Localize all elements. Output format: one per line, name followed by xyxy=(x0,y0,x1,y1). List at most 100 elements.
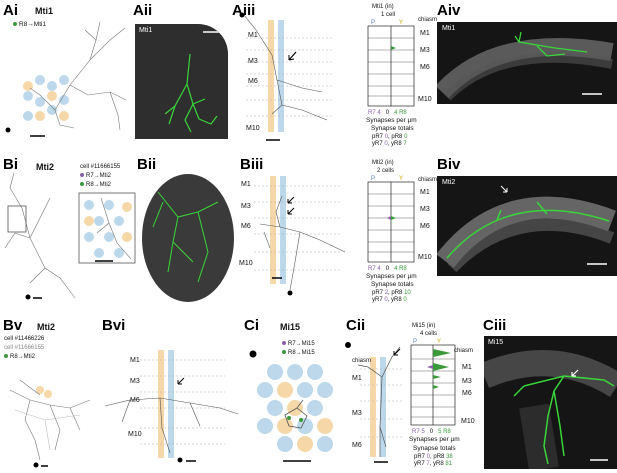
legend-r8-mti1: R8→Mti1 xyxy=(13,21,47,29)
bv-cell-1: cell #11466226 xyxy=(4,336,45,342)
biii-layer-m6: M6 xyxy=(241,223,251,230)
panel-label-bvi: Bvi xyxy=(102,317,126,334)
r7-dot-icon xyxy=(80,173,84,178)
bvi-layer-m1: M1 xyxy=(130,357,140,364)
bvi-layer-drawing xyxy=(104,350,239,463)
profile-b-title: Mti2 (in) xyxy=(372,160,394,166)
panel-label-bv: Bv xyxy=(3,317,23,334)
profile-a-unit: Synapses per µm xyxy=(366,117,417,124)
profile-c-chiasm: chiasm xyxy=(454,348,474,354)
aiii-layer-drawing xyxy=(239,12,332,141)
mi15-morphology-drawing xyxy=(249,350,333,462)
profile-b-cells: 2 cells xyxy=(377,168,395,174)
panel-label-ciii: Ciii xyxy=(483,317,507,334)
panel-label-aii: Aii xyxy=(133,2,153,19)
mti1-morphology-drawing xyxy=(5,21,127,137)
profile-a-title: Mti1 (in) xyxy=(372,4,394,10)
bvi-layer-m10: M10 xyxy=(128,431,142,438)
profile-b-unit: Synapses per µm xyxy=(366,273,417,280)
profile-b-m3: M3 xyxy=(420,206,430,213)
r8-dot-icon xyxy=(4,354,8,359)
panel-label-ai: Ai xyxy=(3,2,18,19)
r8-dot-icon xyxy=(282,350,286,355)
profile-a-m10: M10 xyxy=(418,96,432,103)
cii-layer-m1: M1 xyxy=(352,375,362,382)
legend-r7-mi15: R7→Mi15 xyxy=(282,341,315,347)
profile-a-y: Y xyxy=(399,20,404,26)
profile-c-m1: M1 xyxy=(462,364,472,371)
aii-photo-label: Mti1 xyxy=(139,27,153,34)
panel-label-bii: Bii xyxy=(137,156,157,173)
aiii-layer-m3: M3 xyxy=(248,58,258,65)
bi-inset xyxy=(78,192,136,264)
panel-label-biii: Biii xyxy=(240,156,264,173)
profile-b-m10: M10 xyxy=(418,254,432,261)
biii-layer-m3: M3 xyxy=(241,203,251,210)
panel-label-biv: Biv xyxy=(437,156,461,173)
profile-b-totals-row1: pR7 2, pR8 10 xyxy=(372,290,411,296)
profile-c-totals-row1: pR7 0, pR8 38 xyxy=(414,454,453,460)
ciii-photo-label: Mi15 xyxy=(488,339,504,346)
aiii-layer-m6: M6 xyxy=(248,78,258,85)
profile-b-plot xyxy=(367,181,415,263)
aii-micrograph: Mti1 xyxy=(135,24,228,139)
profile-b-m1: M1 xyxy=(420,189,430,196)
profile-b-p: P xyxy=(371,176,376,182)
profile-a-totals-row2: yR7 0, yR8 7 xyxy=(372,141,407,147)
legend-r8-mi15: R8→Mi15 xyxy=(282,350,315,356)
profile-c-m3: M3 xyxy=(462,378,472,385)
legend-r7-mti2: R7→Mti2 xyxy=(80,173,111,179)
ciii-micrograph: Mi15 xyxy=(484,336,617,469)
profile-c-totals-row2: yR7 7, yR8 81 xyxy=(414,461,453,467)
biv-micrograph: Mti2 xyxy=(437,176,617,276)
bvi-layer-m3: M3 xyxy=(130,378,140,385)
r7-dot-icon xyxy=(282,341,286,346)
aiv-photo-label: Mti1 xyxy=(442,25,456,32)
legend-text: R8→Mti1 xyxy=(19,21,47,28)
profile-c-unit: Synapses per µm xyxy=(409,436,460,443)
profile-a-p: P xyxy=(371,20,376,26)
aiv-micrograph: Mti1 xyxy=(437,22,617,104)
profile-b-chiasm: chiasm xyxy=(418,177,438,183)
profile-a-chiasm: chiasm xyxy=(418,17,438,23)
profile-b-totals: Synapse totals xyxy=(371,281,414,288)
bi-cell-id: cell #11666155 xyxy=(80,164,121,170)
biii-layer-m1: M1 xyxy=(241,181,251,188)
biii-layer-drawing xyxy=(254,176,346,296)
aiii-layer-m1: M1 xyxy=(248,32,258,39)
profile-c-totals: Synapse totals xyxy=(413,445,456,452)
cii-layer-drawing xyxy=(345,342,402,463)
panel-title-mti2: Mti2 xyxy=(36,162,54,172)
panel-label-ci: Ci xyxy=(244,317,259,334)
panel-label-bi: Bi xyxy=(3,156,18,173)
profile-c-p: P xyxy=(413,339,418,345)
legend-r8-mti2: R8→Mti2 xyxy=(80,182,111,188)
profile-c-cells: 4 cells xyxy=(420,331,438,337)
cii-layer-m6: M6 xyxy=(352,442,362,449)
panel-label-aiii: Aiii xyxy=(232,2,256,19)
cii-chiasm: chiasm xyxy=(352,358,372,364)
profile-a-plot xyxy=(367,25,415,107)
profile-a-m6: M6 xyxy=(420,64,430,71)
bv-cell-2: cell #11666155 xyxy=(4,345,45,351)
profile-c-title: Mi15 (in) xyxy=(412,323,436,329)
r8-dot-icon xyxy=(80,182,84,187)
profile-a-totals-row1: pR7 0, pR8 0 xyxy=(372,134,408,140)
legend-r8-mti2-bv: R8→Mti2 xyxy=(4,354,35,360)
panel-title-mti1: Mti1 xyxy=(35,6,53,16)
profile-a-m1: M1 xyxy=(420,30,430,37)
cii-layer-m3: M3 xyxy=(352,410,362,417)
panel-label-cii: Cii xyxy=(346,317,366,334)
r8-dot-icon xyxy=(13,22,17,27)
biii-layer-m10: M10 xyxy=(239,260,253,267)
aiii-layer-m10: M10 xyxy=(246,125,260,132)
profile-c-plot xyxy=(410,344,456,426)
panel-title-mti2-bv: Mti2 xyxy=(37,322,55,332)
mti2-morphology-drawing xyxy=(4,172,76,300)
bvi-layer-m6: M6 xyxy=(130,397,140,404)
profile-b-totals-row2: yR7 0, yR8 0 xyxy=(372,297,407,303)
profile-b-y: Y xyxy=(399,176,404,182)
profile-b-axis: R7 4 0 4 R8 xyxy=(368,266,407,272)
profile-c-axis: R7 5 0 5 R8 xyxy=(412,429,451,435)
biv-photo-label: Mti2 xyxy=(442,179,456,186)
